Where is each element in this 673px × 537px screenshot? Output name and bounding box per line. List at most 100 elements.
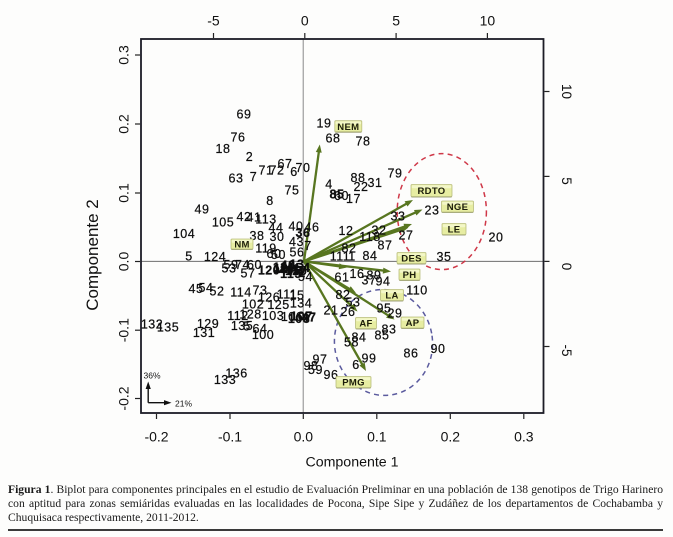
- svg-text:5: 5: [559, 177, 574, 185]
- svg-text:90: 90: [431, 342, 446, 356]
- svg-text:132: 132: [141, 317, 163, 331]
- svg-text:21: 21: [324, 303, 339, 317]
- svg-text:5: 5: [185, 249, 192, 263]
- svg-text:36: 36: [296, 226, 311, 240]
- svg-text:40: 40: [281, 258, 296, 272]
- svg-text:6: 6: [290, 165, 297, 179]
- svg-text:103: 103: [262, 309, 284, 323]
- svg-text:121: 121: [273, 260, 295, 274]
- svg-text:74: 74: [235, 258, 250, 272]
- svg-text:136: 136: [225, 366, 247, 380]
- svg-text:-0.2: -0.2: [144, 429, 168, 445]
- svg-text:-0.1: -0.1: [218, 429, 242, 445]
- svg-text:84: 84: [352, 330, 367, 344]
- svg-text:12: 12: [274, 262, 289, 276]
- svg-text:0.3: 0.3: [116, 45, 132, 65]
- svg-text:53: 53: [346, 295, 361, 309]
- svg-text:124: 124: [204, 250, 226, 264]
- svg-text:0.1: 0.1: [367, 429, 387, 445]
- svg-text:46: 46: [305, 220, 320, 234]
- svg-text:102: 102: [242, 297, 264, 311]
- svg-text:71: 71: [259, 163, 274, 177]
- svg-text:94: 94: [376, 274, 391, 288]
- svg-text:111: 111: [277, 287, 298, 301]
- svg-text:2: 2: [298, 266, 305, 280]
- svg-text:52: 52: [210, 284, 225, 298]
- svg-text:78: 78: [356, 134, 371, 148]
- svg-text:57: 57: [241, 266, 256, 280]
- svg-text:82: 82: [336, 288, 351, 302]
- svg-text:59: 59: [224, 258, 239, 272]
- svg-text:118: 118: [359, 230, 380, 244]
- svg-text:131: 131: [193, 326, 215, 340]
- svg-text:26: 26: [341, 305, 356, 319]
- svg-text:120: 120: [258, 263, 280, 277]
- svg-text:20: 20: [489, 230, 504, 244]
- svg-text:NEM: NEM: [337, 122, 359, 133]
- svg-text:41: 41: [247, 210, 262, 224]
- svg-text:12: 12: [339, 224, 354, 238]
- svg-text:108: 108: [288, 312, 310, 326]
- svg-text:35: 35: [437, 250, 452, 264]
- svg-text:75: 75: [285, 183, 300, 197]
- svg-text:0.0: 0.0: [116, 252, 132, 272]
- svg-text:41: 41: [286, 262, 301, 276]
- svg-text:134: 134: [290, 296, 312, 310]
- svg-text:84: 84: [363, 249, 378, 263]
- svg-text:69: 69: [237, 107, 252, 121]
- svg-text:95: 95: [377, 301, 392, 315]
- svg-text:85: 85: [375, 328, 390, 342]
- svg-text:30: 30: [270, 230, 285, 244]
- svg-text:17: 17: [346, 192, 361, 206]
- svg-text:88: 88: [351, 171, 366, 185]
- svg-text:135: 135: [231, 319, 253, 333]
- svg-text:85: 85: [330, 187, 345, 201]
- svg-text:63: 63: [229, 171, 244, 185]
- svg-text:0.2: 0.2: [441, 429, 461, 445]
- svg-text:21%: 21%: [175, 399, 192, 409]
- svg-text:0.2: 0.2: [116, 114, 132, 134]
- svg-text:RDTO: RDTO: [418, 186, 446, 197]
- svg-text:87: 87: [378, 238, 393, 252]
- svg-text:Componente 1: Componente 1: [305, 455, 398, 471]
- svg-text:105: 105: [212, 215, 234, 229]
- svg-text:50: 50: [271, 248, 286, 262]
- svg-text:AP: AP: [406, 318, 420, 329]
- svg-text:97: 97: [313, 352, 328, 366]
- svg-text:NM: NM: [234, 240, 249, 251]
- svg-text:33: 33: [391, 209, 406, 223]
- svg-text:43: 43: [289, 235, 304, 249]
- svg-text:119: 119: [255, 241, 276, 255]
- svg-text:18: 18: [216, 142, 231, 156]
- svg-text:5: 5: [243, 319, 250, 333]
- svg-text:0.0: 0.0: [294, 429, 314, 445]
- svg-text:135: 135: [157, 320, 179, 334]
- svg-text:0: 0: [559, 263, 574, 271]
- svg-text:76: 76: [231, 130, 246, 144]
- svg-text:67: 67: [278, 157, 293, 171]
- svg-text:56: 56: [290, 245, 305, 259]
- svg-text:27: 27: [399, 228, 414, 242]
- svg-text:AF: AF: [359, 319, 372, 330]
- svg-text:99: 99: [362, 351, 377, 365]
- svg-text:31: 31: [368, 176, 383, 190]
- svg-text:54: 54: [296, 261, 311, 275]
- svg-text:113: 113: [255, 212, 276, 226]
- svg-text:7: 7: [250, 170, 257, 184]
- svg-text:DES: DES: [401, 254, 421, 265]
- svg-text:133: 133: [214, 373, 236, 387]
- svg-text:128: 128: [239, 307, 261, 321]
- svg-text:44: 44: [269, 221, 284, 235]
- svg-text:15: 15: [290, 288, 305, 302]
- svg-text:125: 125: [267, 298, 289, 312]
- svg-text:60: 60: [334, 189, 349, 203]
- svg-text:60: 60: [247, 258, 262, 272]
- svg-text:129: 129: [197, 317, 219, 331]
- svg-text:19: 19: [317, 116, 332, 130]
- svg-text:59: 59: [308, 363, 323, 377]
- svg-text:0.1: 0.1: [116, 183, 132, 203]
- svg-text:117: 117: [285, 264, 307, 278]
- svg-text:60: 60: [267, 247, 282, 261]
- svg-text:36%: 36%: [144, 371, 161, 381]
- svg-text:110: 110: [406, 283, 427, 297]
